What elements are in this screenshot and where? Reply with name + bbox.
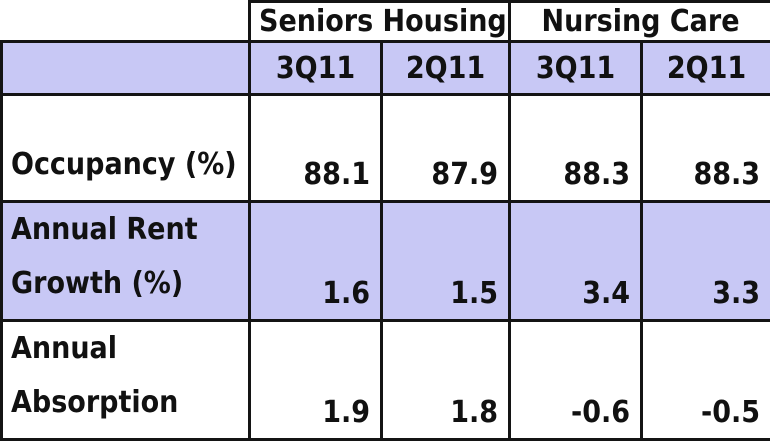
- group-header-nursing-care: Nursing Care: [510, 2, 770, 42]
- period-header-corner: [2, 42, 250, 95]
- period-header-cell: 3Q11: [510, 42, 642, 95]
- table-cell: 1.9: [250, 321, 382, 440]
- table-cell: 3.4: [510, 202, 642, 321]
- table-cell: 88.3: [642, 95, 770, 202]
- table-cell: 87.9: [382, 95, 510, 202]
- period-header-cell: 3Q11: [250, 42, 382, 95]
- period-header-cell: 2Q11: [642, 42, 770, 95]
- row-label: Occupancy (%): [2, 95, 250, 202]
- period-header-row: 3Q11 2Q11 3Q11 2Q11: [2, 42, 770, 95]
- table-row: Occupancy (%) 88.1 87.9 88.3 88.3: [2, 95, 770, 202]
- table-cell: 88.1: [250, 95, 382, 202]
- table-cell: 1.5: [382, 202, 510, 321]
- table-row: Annual Rent Growth (%) 1.6 1.5 3.4 3.3: [2, 202, 770, 321]
- table-cell: 1.8: [382, 321, 510, 440]
- table-cell: 1.6: [250, 202, 382, 321]
- period-header-cell: 2Q11: [382, 42, 510, 95]
- corner-cell: [2, 2, 250, 42]
- table-cell: 3.3: [642, 202, 770, 321]
- table-cell: -0.6: [510, 321, 642, 440]
- table-cell: 88.3: [510, 95, 642, 202]
- table-cell: -0.5: [642, 321, 770, 440]
- row-label: Annual Rent Growth (%): [2, 202, 250, 321]
- table-row: Annual Absorption 1.9 1.8 -0.6 -0.5: [2, 321, 770, 440]
- group-header-row: Seniors Housing Nursing Care: [2, 2, 770, 42]
- row-label: Annual Absorption: [2, 321, 250, 440]
- group-header-seniors-housing: Seniors Housing: [250, 2, 510, 42]
